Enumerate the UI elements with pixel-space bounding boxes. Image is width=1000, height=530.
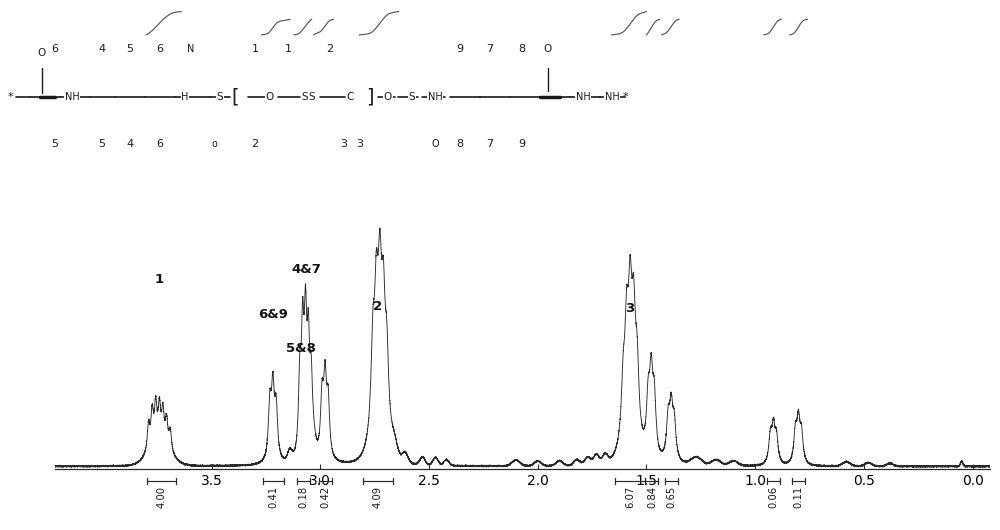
Text: O: O — [38, 48, 46, 58]
Text: 9: 9 — [456, 44, 464, 54]
Text: 8: 8 — [456, 139, 464, 149]
Text: 0.42: 0.42 — [321, 485, 331, 508]
Text: N: N — [187, 44, 195, 54]
Text: S: S — [309, 92, 315, 102]
Text: 4.00: 4.00 — [157, 485, 167, 508]
Text: NH: NH — [65, 92, 79, 102]
Text: O: O — [384, 92, 392, 102]
Text: 6: 6 — [156, 44, 164, 54]
Text: 6: 6 — [52, 44, 58, 54]
Text: 5: 5 — [126, 44, 134, 54]
Text: 5: 5 — [52, 139, 58, 149]
Text: 0.06: 0.06 — [769, 485, 779, 508]
Text: 3: 3 — [340, 139, 348, 149]
Text: 8: 8 — [518, 44, 526, 54]
Text: o: o — [211, 139, 217, 149]
Text: 9: 9 — [518, 139, 526, 149]
Text: 1: 1 — [285, 44, 292, 54]
Text: 1: 1 — [155, 273, 164, 286]
Text: 6&9: 6&9 — [259, 307, 288, 321]
Text: 4.09: 4.09 — [373, 485, 383, 508]
Text: 0.65: 0.65 — [666, 485, 676, 508]
Text: H: H — [181, 92, 189, 102]
Text: 0.41: 0.41 — [269, 485, 279, 508]
Text: 4&7: 4&7 — [291, 262, 321, 276]
Text: 5&8: 5&8 — [286, 342, 316, 355]
Text: 3: 3 — [356, 139, 364, 149]
Text: 3: 3 — [626, 302, 635, 315]
Text: NH: NH — [428, 92, 442, 102]
Text: S: S — [217, 92, 223, 102]
Text: 7: 7 — [486, 44, 494, 54]
Text: O: O — [266, 92, 274, 102]
Text: 6: 6 — [156, 139, 164, 149]
Text: 6.07: 6.07 — [625, 485, 635, 508]
Text: S: S — [302, 92, 308, 102]
Text: C: C — [346, 92, 354, 102]
Text: 0.84: 0.84 — [647, 485, 657, 508]
Text: 2: 2 — [373, 299, 382, 313]
Text: 0.18: 0.18 — [299, 485, 309, 508]
Text: NH: NH — [605, 92, 619, 102]
Text: O: O — [431, 139, 439, 149]
Text: *: * — [7, 92, 13, 102]
Text: 1: 1 — [252, 44, 258, 54]
Text: S: S — [409, 92, 415, 102]
Text: 5: 5 — [98, 139, 106, 149]
Text: O: O — [544, 44, 552, 54]
Text: ]: ] — [366, 87, 374, 106]
Text: NH: NH — [576, 92, 590, 102]
Text: 2: 2 — [326, 44, 334, 54]
Text: 7: 7 — [486, 139, 494, 149]
Text: [: [ — [231, 87, 239, 106]
Text: 4: 4 — [98, 44, 106, 54]
Text: *: * — [622, 92, 628, 102]
Text: 0.11: 0.11 — [794, 485, 804, 508]
Text: 2: 2 — [251, 139, 259, 149]
Text: 4: 4 — [126, 139, 134, 149]
